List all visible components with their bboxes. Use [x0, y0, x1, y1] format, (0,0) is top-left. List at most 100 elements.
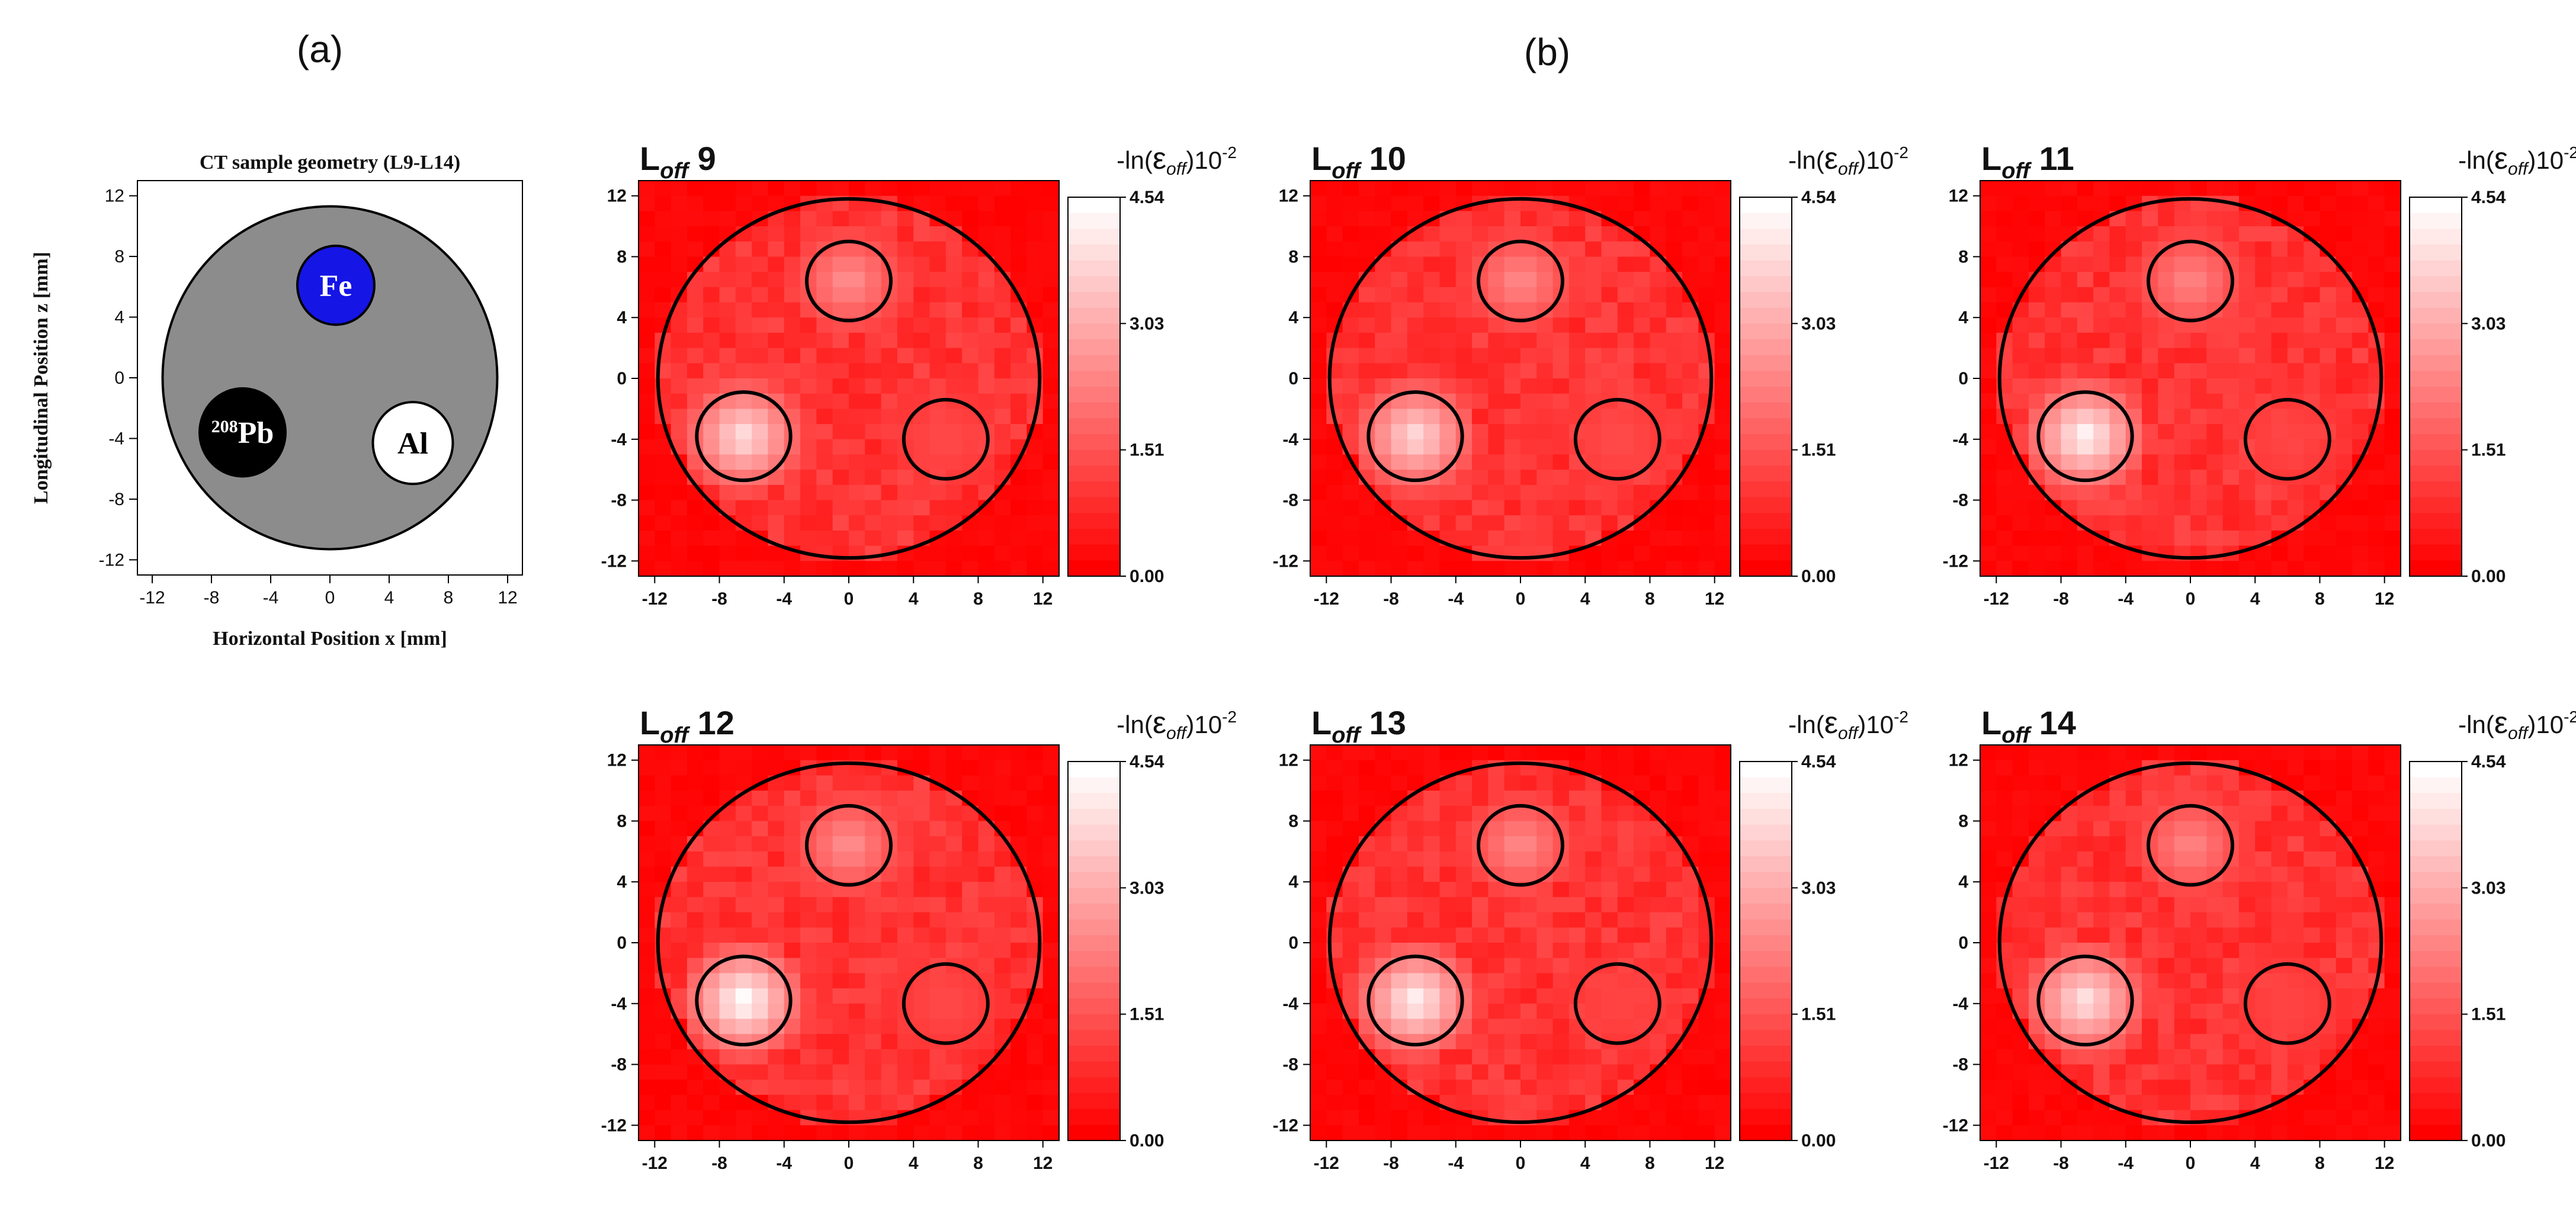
- map-pixel: [913, 1049, 931, 1065]
- map-pixel: [752, 791, 769, 807]
- map-pixel: [2287, 332, 2304, 349]
- map-pixel: [1536, 1064, 1554, 1080]
- map-y-tick-label: -8: [1952, 491, 1968, 510]
- map-pixel: [703, 181, 720, 197]
- colorbar-step: [2410, 1014, 2462, 1030]
- map-pixel: [752, 745, 769, 761]
- map-pixel: [1423, 1080, 1441, 1095]
- map-pixel: [2287, 1125, 2304, 1141]
- map-pixel: [2287, 500, 2304, 516]
- map-pixel: [1698, 1034, 1715, 1050]
- colorbar-step: [1740, 260, 1792, 277]
- map-pixel: [752, 302, 769, 318]
- map-pixel: [768, 805, 785, 822]
- map-pixel: [1552, 1064, 1570, 1080]
- map-pixel: [1714, 424, 1731, 440]
- map-pixel: [686, 241, 704, 258]
- map-pixel: [2190, 1003, 2207, 1020]
- map-pixel: [2320, 302, 2337, 318]
- map-pixel: [2174, 943, 2191, 959]
- map-pixel: [945, 821, 963, 837]
- map-pixel: [1455, 882, 1473, 898]
- map-pixel: [849, 256, 865, 272]
- map-pixel: [929, 226, 947, 242]
- colorbar-step: [2410, 529, 2462, 545]
- map-pixel: [1682, 943, 1699, 959]
- map-pixel: [945, 912, 963, 928]
- map-pixel: [1634, 530, 1651, 547]
- map-pixel: [2093, 332, 2110, 349]
- map-pixel: [2045, 181, 2062, 197]
- colorbar-step: [1740, 1093, 1792, 1110]
- map-pixel: [832, 1094, 849, 1111]
- map-pixel: [2061, 409, 2078, 425]
- map-pixel: [768, 851, 785, 868]
- map-pixel: [1310, 561, 1327, 577]
- colorbar-step: [1068, 872, 1120, 888]
- map-pixel: [719, 332, 736, 349]
- map-pixel: [2045, 424, 2062, 440]
- map-pixel: [1666, 332, 1683, 349]
- map-pixel: [1010, 256, 1027, 272]
- map-x-tick-label: 0: [1516, 1154, 1526, 1173]
- map-pixel: [1455, 287, 1473, 303]
- map-pixel: [1358, 287, 1375, 303]
- map-pixel: [671, 424, 688, 440]
- map-pixel: [849, 1019, 865, 1034]
- map-pixel: [2238, 943, 2256, 959]
- map-y-tick-label: 0: [1288, 933, 1298, 953]
- map-pixel: [2190, 272, 2207, 288]
- map-pixel: [2352, 195, 2369, 211]
- map-pixel: [1026, 454, 1044, 470]
- map-pixel: [962, 866, 979, 882]
- map-pixel: [2077, 500, 2094, 516]
- map-pixel: [2271, 409, 2288, 425]
- map-pixel: [1650, 745, 1667, 761]
- map-y-tick-label: -4: [1952, 994, 1968, 1014]
- map-pixel: [703, 851, 720, 868]
- map-pixel: [1310, 348, 1327, 364]
- map-pixel: [639, 332, 655, 349]
- map-pixel: [2158, 500, 2175, 516]
- map-pixel: [2206, 1064, 2224, 1080]
- map-pixel: [2238, 1049, 2256, 1065]
- map-pixel: [2045, 439, 2062, 455]
- colorbar-step: [1740, 998, 1792, 1015]
- map-pixel: [1342, 424, 1359, 440]
- map-pixel: [2190, 791, 2207, 807]
- map-pixel: [1698, 1110, 1715, 1126]
- map-pixel: [1310, 302, 1327, 318]
- map-pixel: [816, 561, 833, 577]
- map-pixel: [1714, 484, 1731, 501]
- map-pixel: [2125, 1034, 2142, 1050]
- map-pixel: [1042, 1064, 1060, 1080]
- map-pixel: [2061, 378, 2078, 394]
- map-pixel: [2012, 1049, 2029, 1065]
- map-pixel: [2384, 1064, 2401, 1080]
- map-pixel: [1375, 378, 1392, 394]
- map-pixel: [671, 760, 688, 776]
- map-pixel: [1617, 927, 1634, 943]
- map-pixel: [2028, 745, 2045, 761]
- map-pixel: [1714, 1064, 1731, 1080]
- map-pixel: [865, 897, 882, 913]
- map-pixel: [1617, 1125, 1634, 1141]
- map-pixel: [1682, 424, 1699, 440]
- map-pixel: [2028, 866, 2045, 882]
- map-pixel: [2238, 226, 2256, 242]
- map-pixel: [978, 211, 995, 227]
- map-pixel: [2158, 897, 2175, 913]
- map-pixel: [1682, 378, 1699, 394]
- map-pixel: [2336, 1094, 2353, 1111]
- map-pixel: [1439, 302, 1457, 318]
- map-pixel: [639, 272, 655, 288]
- map-pixel: [2222, 378, 2240, 394]
- map-pixel: [832, 1003, 849, 1020]
- map-pixel: [2222, 454, 2240, 470]
- map-pixel: [2012, 745, 2029, 761]
- map-pixel: [2142, 181, 2158, 197]
- map-pixel: [994, 973, 1011, 989]
- map-pixel: [2028, 287, 2045, 303]
- map-pixel: [1714, 912, 1731, 928]
- map-pixel: [752, 256, 769, 272]
